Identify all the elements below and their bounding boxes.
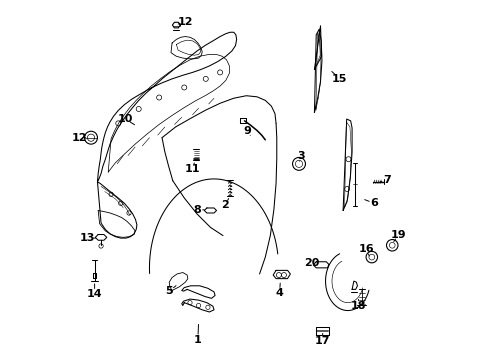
Text: 16: 16	[358, 244, 373, 254]
Text: 3: 3	[297, 150, 305, 161]
Text: 7: 7	[383, 175, 390, 185]
Text: 6: 6	[369, 198, 378, 208]
Text: 2: 2	[221, 200, 228, 210]
Text: 8: 8	[193, 206, 201, 216]
Text: 19: 19	[390, 230, 406, 239]
Text: 14: 14	[86, 289, 102, 299]
Text: 17: 17	[314, 336, 330, 346]
Text: 5: 5	[165, 286, 173, 296]
Text: 18: 18	[350, 301, 366, 311]
Text: 1: 1	[194, 334, 202, 345]
Text: 15: 15	[331, 74, 346, 84]
Text: 20: 20	[304, 258, 319, 268]
Text: 10: 10	[118, 114, 133, 124]
Text: 4: 4	[275, 288, 283, 298]
Text: 13: 13	[80, 233, 95, 243]
Text: 12: 12	[177, 17, 193, 27]
Text: 11: 11	[184, 164, 200, 174]
Text: 12: 12	[72, 133, 87, 143]
Text: 9: 9	[243, 126, 251, 135]
